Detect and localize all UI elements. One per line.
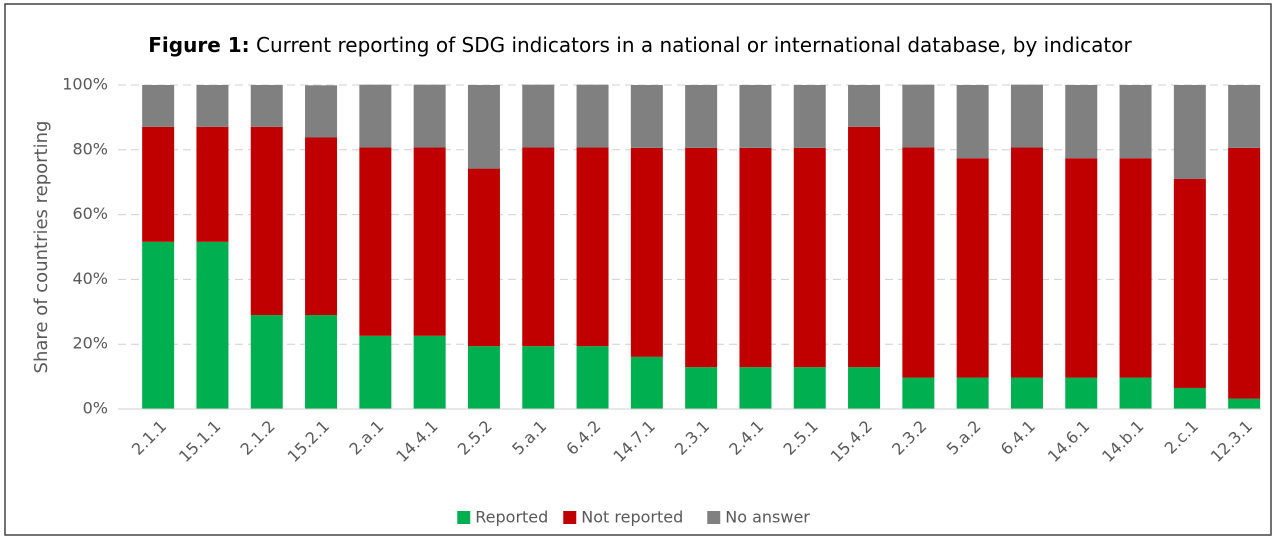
- bar-segment: [522, 147, 555, 347]
- bar-segment: [685, 367, 718, 409]
- bar-segment: [305, 315, 338, 409]
- y-tick-label: 0%: [83, 399, 108, 418]
- bar-segment: [142, 126, 175, 242]
- bar-segment: [793, 85, 826, 148]
- bar-segment: [359, 147, 392, 336]
- bar-segment: [305, 137, 338, 316]
- bar-segment: [848, 367, 881, 409]
- bar-segment: [956, 85, 989, 159]
- bar-segment: [956, 158, 989, 378]
- bar-segment: [250, 315, 283, 409]
- y-tick-label: 20%: [72, 334, 108, 353]
- bar-segment: [413, 84, 446, 148]
- bar-segment: [848, 85, 881, 127]
- bar-segment: [902, 147, 935, 378]
- bar-segment: [467, 168, 500, 347]
- legend-label: Reported: [475, 508, 548, 527]
- bar-segment: [359, 335, 392, 409]
- bar-segment: [142, 241, 175, 409]
- bar-segment: [305, 85, 338, 138]
- bar-segment: [1173, 85, 1206, 179]
- bar-segment: [793, 367, 826, 409]
- bar-segment: [1228, 398, 1261, 409]
- title-prefix: Figure 1:: [148, 33, 249, 57]
- chart-title-group: Figure 1: Current reporting of SDG indic…: [148, 33, 1132, 57]
- bar-segment: [1228, 85, 1261, 148]
- legend-label: Not reported: [581, 508, 683, 527]
- bar-segment: [142, 85, 175, 127]
- bar-segment: [359, 84, 392, 148]
- bar-segment: [793, 147, 826, 368]
- bar-segment: [576, 346, 609, 409]
- bar-segment: [250, 126, 283, 316]
- bar-segment: [1173, 178, 1206, 388]
- bar-segment: [522, 84, 555, 148]
- bar-segment: [1119, 85, 1152, 159]
- bar-segment: [250, 85, 283, 127]
- bar-segment: [739, 367, 772, 409]
- bar-segment: [685, 85, 718, 148]
- y-axis-label: Share of countries reporting: [31, 121, 52, 374]
- bar-segment: [1010, 377, 1043, 409]
- bar-segment: [1010, 147, 1043, 378]
- legend-swatch: [563, 511, 577, 524]
- bar-segment: [902, 377, 935, 409]
- bar-segment: [630, 356, 663, 409]
- bar-segment: [739, 85, 772, 148]
- bar-segment: [196, 241, 229, 409]
- bar-segment: [1228, 147, 1261, 399]
- bar-segment: [956, 377, 989, 409]
- bar-segment: [413, 147, 446, 336]
- bar-segment: [630, 85, 663, 148]
- bar-segment: [739, 147, 772, 368]
- chart-title: Current reporting of SDG indicators in a…: [256, 33, 1132, 57]
- bar-segment: [1065, 85, 1098, 159]
- legend-swatch: [707, 511, 721, 524]
- bar-segment: [685, 147, 718, 368]
- bar-segment: [848, 126, 881, 368]
- bar-segment: [1010, 84, 1043, 148]
- legend-swatch: [457, 511, 471, 524]
- bar-segment: [413, 335, 446, 409]
- bar-segment: [1173, 387, 1206, 409]
- bar-segment: [1119, 158, 1152, 378]
- bar-segment: [196, 126, 229, 242]
- bar-segment: [1065, 158, 1098, 378]
- y-tick-label: 60%: [72, 204, 108, 223]
- y-tick-label: 40%: [72, 269, 108, 288]
- bar-segment: [576, 84, 609, 148]
- bar-segment: [630, 147, 663, 357]
- bar-segment: [902, 84, 935, 148]
- bar-segment: [576, 147, 609, 347]
- bar-segment: [467, 346, 500, 409]
- bar-segment: [1119, 377, 1152, 409]
- bar-segment: [467, 85, 500, 169]
- bar-segment: [1065, 377, 1098, 409]
- y-tick-label: 80%: [72, 139, 108, 158]
- bar-segment: [522, 346, 555, 409]
- legend-label: No answer: [725, 508, 810, 527]
- bar-segment: [196, 85, 229, 127]
- y-tick-label: 100%: [62, 75, 108, 94]
